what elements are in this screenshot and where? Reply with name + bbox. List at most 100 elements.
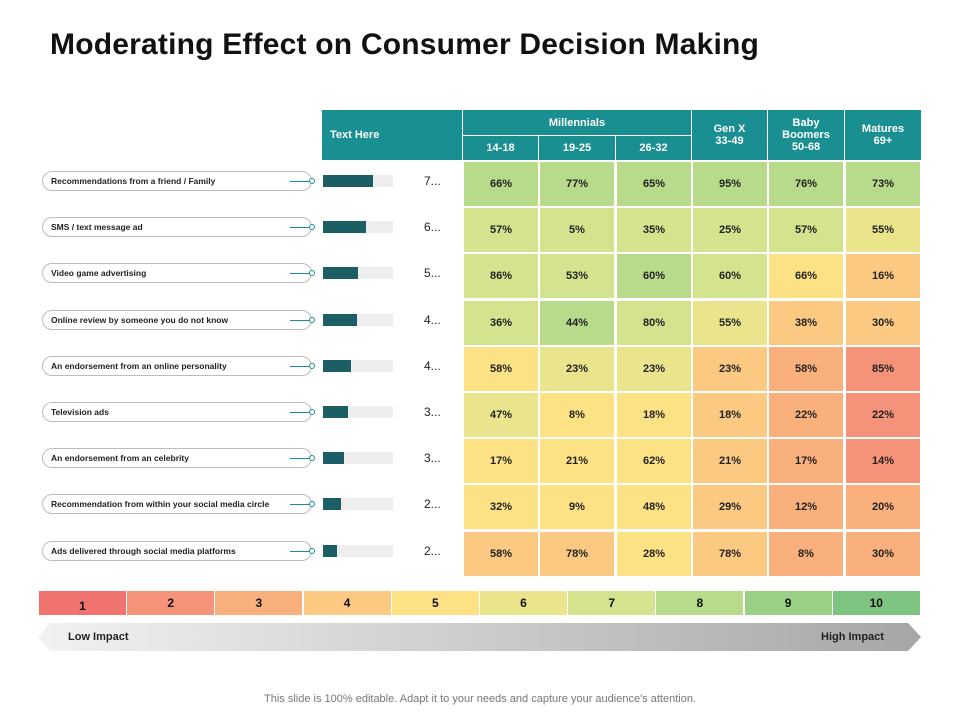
factor-bar-fill xyxy=(323,267,358,280)
header-baby-boomers: Baby Boomers 50-68 xyxy=(768,110,845,160)
factor-bar-track xyxy=(323,313,393,326)
factor-bar-track xyxy=(323,452,393,465)
factor-connector-dot xyxy=(309,270,315,277)
heatmap-cell: 18% xyxy=(692,392,768,438)
heatmap-cell: 30% xyxy=(845,299,921,346)
factor-connector-dot xyxy=(309,224,315,231)
heatmap-cell: 60% xyxy=(616,253,692,300)
factor-bar-fill xyxy=(323,359,351,372)
heatmap-cell: 95% xyxy=(692,161,768,207)
heatmap-cell: 57% xyxy=(463,207,539,254)
heatmap-cell: 78% xyxy=(539,530,615,577)
factor-label: An endorsement from an celebrity xyxy=(42,448,312,469)
heatmap-cell: 12% xyxy=(768,484,844,531)
footer-note: This slide is 100% editable. Adapt it to… xyxy=(264,693,696,705)
factor-connector-dot xyxy=(309,547,315,554)
heatmap-cell: 17% xyxy=(463,438,539,485)
factor-score: 4... xyxy=(424,312,441,327)
header-gen-x: Gen X 33-49 xyxy=(692,110,768,160)
factor-bar-track xyxy=(323,221,393,234)
heatmap-cell: 38% xyxy=(768,299,844,346)
header-age-19-25: 19-25 xyxy=(539,136,616,160)
heatmap-cell: 66% xyxy=(463,161,539,207)
heatmap-cell: 48% xyxy=(616,484,692,531)
heatmap-cell: 77% xyxy=(539,161,615,207)
factor-connector-dot xyxy=(309,316,315,323)
heatmap-cell: 22% xyxy=(768,392,844,438)
heatmap-cell: 25% xyxy=(692,207,768,254)
factor-bar-track xyxy=(323,267,393,280)
heatmap-cell: 65% xyxy=(616,161,692,207)
scale-level-9: 9 xyxy=(744,591,833,615)
factor-score: 5... xyxy=(424,266,441,281)
scale-level-1: 1 xyxy=(39,591,127,615)
factor-label: An endorsement from an online personalit… xyxy=(42,355,312,376)
heatmap-cell: 20% xyxy=(845,484,921,531)
factor-connector xyxy=(290,458,312,460)
heatmap-cell: 58% xyxy=(463,530,539,577)
heatmap-cell: 21% xyxy=(692,438,768,485)
factor-score: 4... xyxy=(424,358,441,373)
heatmap-cell: 66% xyxy=(768,253,844,300)
heatmap-cell: 55% xyxy=(845,207,921,254)
heatmap-cell: 23% xyxy=(692,345,768,392)
heatmap-cell: 16% xyxy=(845,253,921,300)
factor-label: Ads delivered through social media platf… xyxy=(42,540,312,561)
heatmap-cell: 29% xyxy=(692,484,768,531)
heatmap-cell: 32% xyxy=(463,484,539,531)
factor-connector-dot xyxy=(309,178,315,184)
heatmap-cell: 8% xyxy=(539,392,615,438)
factor-connector xyxy=(290,319,312,321)
heatmap-cell: 86% xyxy=(463,253,539,300)
heatmap-cell: 21% xyxy=(539,438,615,485)
header-millennials: Millennials xyxy=(463,110,692,136)
factor-bar-track xyxy=(323,498,393,511)
factor-bar-track xyxy=(323,544,393,557)
heatmap-cell: 57% xyxy=(768,207,844,254)
factor-score: 2... xyxy=(424,543,441,558)
heatmap-cell: 58% xyxy=(463,345,539,392)
factor-bar-fill xyxy=(323,406,349,418)
heatmap-cell: 44% xyxy=(539,299,615,346)
heatmap-cell: 76% xyxy=(768,161,844,207)
heatmap-cell: 53% xyxy=(539,253,615,300)
factor-score: 3... xyxy=(424,451,441,466)
heatmap-cell: 78% xyxy=(692,530,768,577)
factor-bar-fill xyxy=(323,313,358,326)
factor-bar-fill xyxy=(323,498,342,511)
header-text-here: Text Here xyxy=(322,110,463,160)
factor-connector-dot xyxy=(309,501,315,508)
header-age-26-32: 26-32 xyxy=(616,136,692,160)
factor-bar-fill xyxy=(323,452,344,465)
scale-level-6: 6 xyxy=(480,591,568,615)
header-age-14-18: 14-18 xyxy=(463,136,539,160)
factor-connector-dot xyxy=(309,409,315,415)
factor-bar-track xyxy=(323,406,393,418)
factor-connector xyxy=(290,273,312,275)
heatmap-cell: 58% xyxy=(768,345,844,392)
header-matures-ages: 69+ xyxy=(873,135,893,147)
heatmap-cell: 23% xyxy=(539,345,615,392)
scale-level-8: 8 xyxy=(656,591,745,615)
heatmap-cell: 18% xyxy=(616,392,692,438)
impact-arrow xyxy=(38,623,921,651)
factor-bar-fill xyxy=(323,221,367,234)
high-impact-label: High Impact xyxy=(821,631,884,643)
impact-arrow-shape xyxy=(38,623,921,651)
header-matures: Matures 69+ xyxy=(845,110,921,160)
factor-connector xyxy=(290,365,312,367)
factor-connector xyxy=(290,412,312,413)
scale-level-4: 4 xyxy=(303,591,392,615)
heatmap-cell: 9% xyxy=(539,484,615,531)
scale-level-5: 5 xyxy=(391,591,480,615)
heatmap-cell: 47% xyxy=(463,392,539,438)
heatmap-cell: 17% xyxy=(768,438,844,485)
heatmap-cell: 14% xyxy=(845,438,921,485)
scale-level-3: 3 xyxy=(215,591,304,615)
factor-label: Television ads xyxy=(42,402,312,422)
heatmap-cell: 80% xyxy=(616,299,692,346)
factor-label: Video game advertising xyxy=(42,263,312,284)
factor-label: SMS / text message ad xyxy=(42,217,312,238)
heatmap-cell: 55% xyxy=(692,299,768,346)
factor-connector-dot xyxy=(309,455,315,462)
